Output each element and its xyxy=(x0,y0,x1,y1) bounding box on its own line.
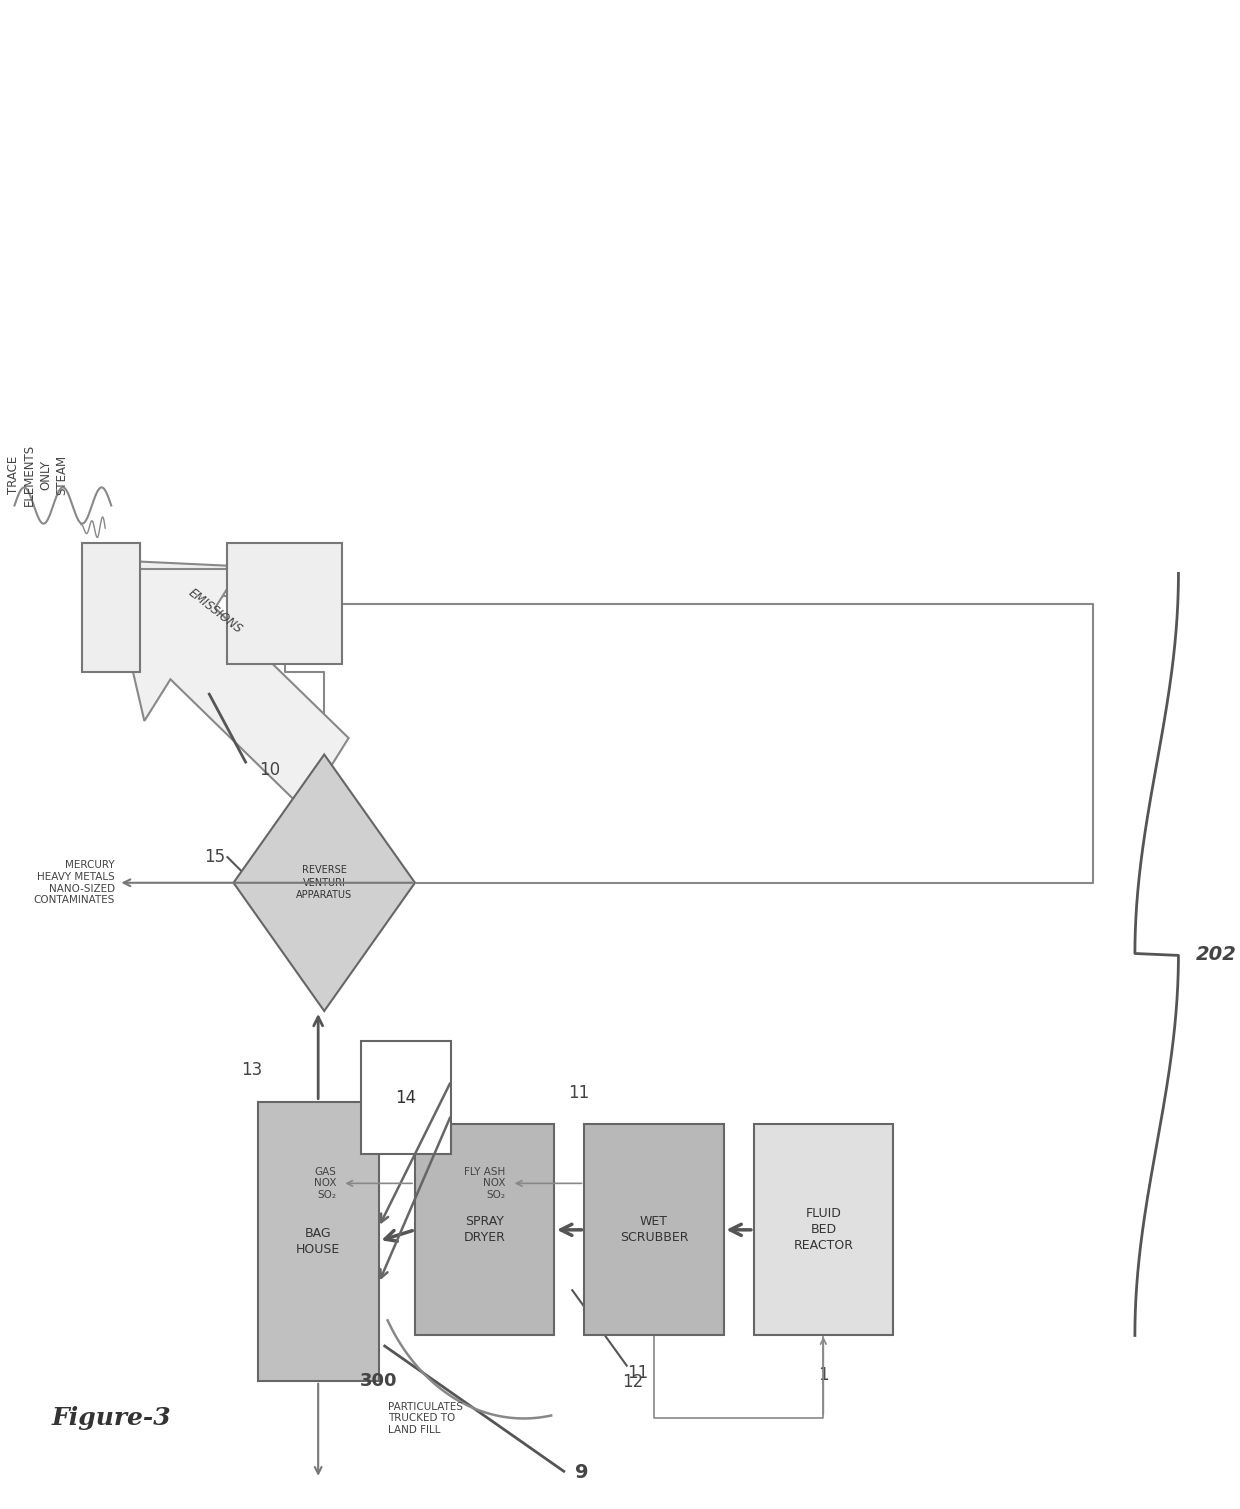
Text: 12: 12 xyxy=(622,1373,644,1391)
Text: 11: 11 xyxy=(568,1083,589,1102)
Text: EMISSIONS: EMISSIONS xyxy=(186,585,244,637)
Bar xyxy=(227,543,342,664)
Text: MERCURY
HEAVY METALS
NANO-SIZED
CONTAMINATES: MERCURY HEAVY METALS NANO-SIZED CONTAMIN… xyxy=(33,860,115,905)
Bar xyxy=(584,1124,723,1335)
Text: FLUID
BED
REACTOR: FLUID BED REACTOR xyxy=(794,1207,853,1252)
Polygon shape xyxy=(233,754,415,1011)
Text: 13: 13 xyxy=(241,1061,262,1079)
Text: REVERSE
VENTURI
APPARATUS: REVERSE VENTURI APPARATUS xyxy=(296,865,352,901)
Text: SPRAY
DRYER: SPRAY DRYER xyxy=(464,1215,506,1245)
Bar xyxy=(361,1041,451,1154)
Polygon shape xyxy=(107,560,348,809)
Text: 1: 1 xyxy=(818,1366,828,1384)
Text: GAS
NOX
SO₂: GAS NOX SO₂ xyxy=(314,1166,336,1200)
Text: WET
SCRUBBER: WET SCRUBBER xyxy=(620,1215,688,1245)
Text: FLY ASH
NOX
SO₂: FLY ASH NOX SO₂ xyxy=(465,1166,506,1200)
Text: 14: 14 xyxy=(396,1089,417,1106)
Text: BAG
HOUSE: BAG HOUSE xyxy=(296,1227,340,1255)
Bar xyxy=(754,1124,893,1335)
Text: TRACE
ELEMENTS
ONLY
STEAM: TRACE ELEMENTS ONLY STEAM xyxy=(7,444,68,507)
Text: 11: 11 xyxy=(626,1364,647,1382)
Text: 300: 300 xyxy=(360,1372,398,1390)
Bar xyxy=(415,1124,554,1335)
Text: 9: 9 xyxy=(575,1462,589,1482)
Bar xyxy=(82,543,140,672)
Text: 10: 10 xyxy=(259,761,280,779)
Text: PARTICULATES
TRUCKED TO
LAND FILL: PARTICULATES TRUCKED TO LAND FILL xyxy=(388,1402,464,1435)
Text: 15: 15 xyxy=(203,848,224,866)
Bar xyxy=(258,1102,378,1381)
Text: Figure-3: Figure-3 xyxy=(52,1406,171,1431)
Text: 202: 202 xyxy=(1195,945,1236,964)
